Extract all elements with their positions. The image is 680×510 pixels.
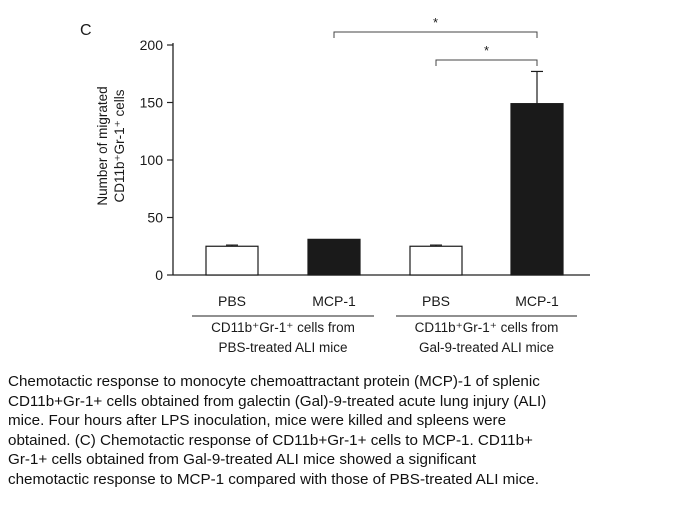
caption-line: CD11b+Gr-1+ cells obtained from galectin… xyxy=(8,392,547,410)
significance-bracket xyxy=(435,59,538,66)
x-category-label: PBS xyxy=(422,293,450,309)
group-label-line-1: CD11b⁺Gr-1⁺ cells from xyxy=(415,320,559,335)
bars xyxy=(205,70,564,276)
y-tick-label: 150 xyxy=(140,95,164,111)
caption-line: obtained. (C) Chemotactic response of CD… xyxy=(8,431,533,449)
figure-caption: Chemotactic response to monocyte chemoat… xyxy=(8,372,676,490)
bar-chart: C Number of migrated CD11b⁺Gr-1⁺ cells 0… xyxy=(80,15,590,355)
caption-line: mice. Four hours after LPS inoculation, … xyxy=(8,412,507,430)
y-tick-label: 0 xyxy=(155,267,163,283)
group-label-line-2: PBS-treated ALI mice xyxy=(218,340,347,355)
bar xyxy=(510,103,564,276)
group-label-line-1: CD11b⁺Gr-1⁺ cells from xyxy=(211,320,355,335)
bar xyxy=(307,238,361,276)
y-axis-title-line-2: CD11b⁺Gr-1⁺ cells xyxy=(112,89,127,202)
y-tick-label: 100 xyxy=(140,152,164,168)
significance-label: * xyxy=(484,43,489,58)
bar xyxy=(205,245,259,276)
significance-bracket xyxy=(333,31,538,38)
bar xyxy=(409,245,463,276)
x-category-labels: PBS MCP-1 PBS MCP-1 xyxy=(218,293,559,309)
significance-label: * xyxy=(433,15,438,30)
caption-line: Gr-1+ cells obtained from Gal-9-treated … xyxy=(8,451,477,469)
y-tick-label: 200 xyxy=(140,37,164,53)
x-category-label: MCP-1 xyxy=(312,293,356,309)
y-axis-title-line-1: Number of migrated xyxy=(95,86,110,205)
y-tick-label: 50 xyxy=(147,210,163,226)
x-group-labels: CD11b⁺Gr-1⁺ cells from PBS-treated ALI mi… xyxy=(192,315,577,355)
x-category-label: PBS xyxy=(218,293,246,309)
y-axis-title: Number of migrated CD11b⁺Gr-1⁺ cells xyxy=(95,86,127,205)
panel-label: C xyxy=(80,22,92,39)
x-category-label: MCP-1 xyxy=(515,293,559,309)
caption-line: Chemotactic response to monocyte chemoat… xyxy=(8,373,540,390)
group-label-line-2: Gal-9-treated ALI mice xyxy=(419,340,554,355)
caption-line: chemotactic response to MCP-1 compared w… xyxy=(8,470,539,488)
significance-brackets: ** xyxy=(333,15,538,66)
y-ticks: 0 50 100 150 200 xyxy=(140,37,173,283)
